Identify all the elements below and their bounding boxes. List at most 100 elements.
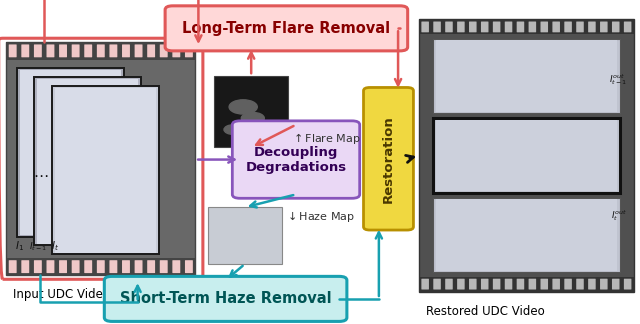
FancyBboxPatch shape xyxy=(122,44,130,57)
Text: Input UDC Video: Input UDC Video xyxy=(13,288,110,301)
FancyBboxPatch shape xyxy=(147,260,155,273)
Text: Decoupling
Degradations: Decoupling Degradations xyxy=(245,145,347,174)
FancyBboxPatch shape xyxy=(109,44,117,57)
Text: Restoration: Restoration xyxy=(382,115,395,202)
FancyBboxPatch shape xyxy=(624,279,632,290)
Circle shape xyxy=(241,112,264,124)
FancyBboxPatch shape xyxy=(20,70,120,235)
Text: $I_{t-1}^{out}$: $I_{t-1}^{out}$ xyxy=(609,72,627,87)
FancyBboxPatch shape xyxy=(185,44,193,57)
Circle shape xyxy=(224,125,243,134)
FancyBboxPatch shape xyxy=(17,68,124,237)
FancyBboxPatch shape xyxy=(516,21,524,32)
FancyBboxPatch shape xyxy=(72,260,79,273)
FancyBboxPatch shape xyxy=(445,21,452,32)
Text: Long-Term Flare Removal: Long-Term Flare Removal xyxy=(182,21,390,36)
FancyBboxPatch shape xyxy=(97,260,105,273)
FancyBboxPatch shape xyxy=(529,279,536,290)
FancyBboxPatch shape xyxy=(436,40,617,112)
FancyBboxPatch shape xyxy=(612,21,620,32)
FancyBboxPatch shape xyxy=(436,120,617,191)
FancyBboxPatch shape xyxy=(9,44,17,57)
FancyBboxPatch shape xyxy=(421,21,429,32)
Text: $\uparrow$Flare Map: $\uparrow$Flare Map xyxy=(291,131,361,146)
FancyBboxPatch shape xyxy=(9,260,17,273)
FancyBboxPatch shape xyxy=(84,260,92,273)
FancyBboxPatch shape xyxy=(34,44,42,57)
FancyBboxPatch shape xyxy=(214,76,288,147)
FancyBboxPatch shape xyxy=(552,21,560,32)
FancyBboxPatch shape xyxy=(433,279,441,290)
FancyBboxPatch shape xyxy=(84,44,92,57)
FancyBboxPatch shape xyxy=(21,260,29,273)
FancyBboxPatch shape xyxy=(172,44,180,57)
FancyBboxPatch shape xyxy=(433,119,620,192)
FancyBboxPatch shape xyxy=(529,21,536,32)
FancyBboxPatch shape xyxy=(505,21,512,32)
FancyBboxPatch shape xyxy=(59,260,67,273)
FancyBboxPatch shape xyxy=(481,21,488,32)
FancyBboxPatch shape xyxy=(208,207,282,264)
FancyBboxPatch shape xyxy=(47,260,54,273)
FancyBboxPatch shape xyxy=(6,42,195,60)
FancyBboxPatch shape xyxy=(122,260,130,273)
FancyBboxPatch shape xyxy=(436,199,617,271)
FancyBboxPatch shape xyxy=(34,260,42,273)
FancyBboxPatch shape xyxy=(104,276,347,321)
FancyBboxPatch shape xyxy=(481,279,488,290)
FancyBboxPatch shape xyxy=(541,21,548,32)
FancyBboxPatch shape xyxy=(457,279,465,290)
FancyBboxPatch shape xyxy=(600,279,607,290)
Text: $\downarrow$Haze Map: $\downarrow$Haze Map xyxy=(285,209,355,224)
FancyBboxPatch shape xyxy=(457,21,465,32)
FancyBboxPatch shape xyxy=(433,39,620,113)
FancyBboxPatch shape xyxy=(445,279,452,290)
FancyBboxPatch shape xyxy=(52,86,159,254)
FancyBboxPatch shape xyxy=(419,19,634,34)
FancyBboxPatch shape xyxy=(600,21,607,32)
FancyBboxPatch shape xyxy=(419,277,634,292)
FancyBboxPatch shape xyxy=(47,44,54,57)
Text: $I_{t-1}$: $I_{t-1}$ xyxy=(29,240,47,253)
FancyBboxPatch shape xyxy=(421,279,429,290)
Text: $\cdots$: $\cdots$ xyxy=(33,167,48,181)
FancyBboxPatch shape xyxy=(6,42,195,275)
FancyBboxPatch shape xyxy=(433,21,441,32)
FancyBboxPatch shape xyxy=(541,279,548,290)
FancyBboxPatch shape xyxy=(109,260,117,273)
Text: $I_t$: $I_t$ xyxy=(51,239,59,253)
FancyBboxPatch shape xyxy=(185,260,193,273)
FancyBboxPatch shape xyxy=(516,279,524,290)
FancyBboxPatch shape xyxy=(469,21,477,32)
FancyBboxPatch shape xyxy=(469,279,477,290)
FancyBboxPatch shape xyxy=(147,44,155,57)
FancyBboxPatch shape xyxy=(55,88,156,253)
FancyBboxPatch shape xyxy=(21,44,29,57)
FancyBboxPatch shape xyxy=(6,258,195,275)
FancyBboxPatch shape xyxy=(564,279,572,290)
FancyBboxPatch shape xyxy=(493,21,500,32)
FancyBboxPatch shape xyxy=(232,121,360,198)
Text: Restored UDC Video: Restored UDC Video xyxy=(426,305,545,318)
FancyBboxPatch shape xyxy=(505,279,512,290)
FancyBboxPatch shape xyxy=(552,279,560,290)
FancyBboxPatch shape xyxy=(172,260,180,273)
Text: $I_1$: $I_1$ xyxy=(15,239,24,253)
FancyBboxPatch shape xyxy=(72,44,79,57)
Circle shape xyxy=(229,100,257,114)
Text: Short-Term Haze Removal: Short-Term Haze Removal xyxy=(120,291,332,307)
FancyBboxPatch shape xyxy=(564,21,572,32)
FancyBboxPatch shape xyxy=(588,279,596,290)
FancyBboxPatch shape xyxy=(165,6,408,51)
FancyBboxPatch shape xyxy=(588,21,596,32)
FancyBboxPatch shape xyxy=(419,19,634,292)
FancyBboxPatch shape xyxy=(576,279,584,290)
FancyBboxPatch shape xyxy=(34,77,141,245)
FancyBboxPatch shape xyxy=(364,87,413,230)
FancyBboxPatch shape xyxy=(433,198,620,272)
Text: $I_t^{out}$: $I_t^{out}$ xyxy=(611,208,627,223)
FancyBboxPatch shape xyxy=(134,44,143,57)
FancyBboxPatch shape xyxy=(624,21,632,32)
FancyBboxPatch shape xyxy=(160,260,168,273)
FancyBboxPatch shape xyxy=(576,21,584,32)
